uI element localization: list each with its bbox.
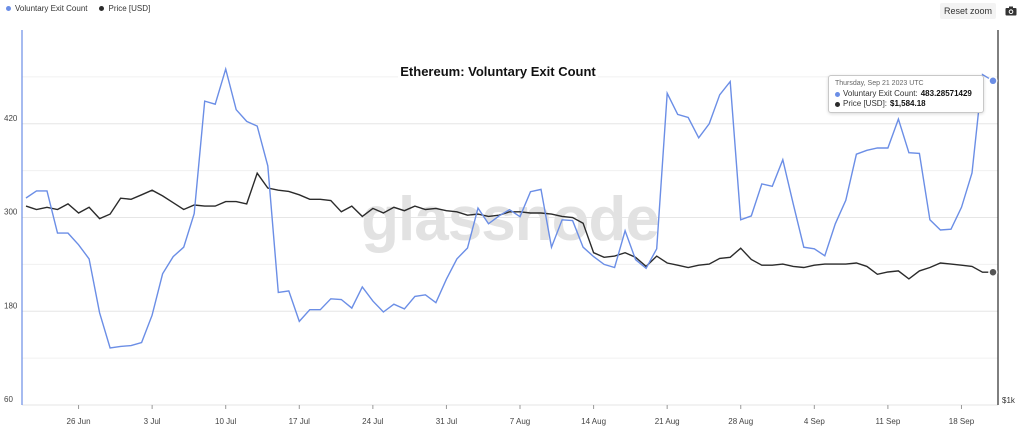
- y-axis-ticks: 60 180 300 420: [4, 114, 18, 404]
- x-tick-label: 7 Aug: [510, 417, 530, 426]
- tooltip-row-price: Price [USD]: $1,584.18: [835, 99, 977, 109]
- x-tick-label: 14 Aug: [581, 417, 606, 426]
- tooltip-label-price: Price [USD]:: [843, 99, 888, 108]
- watermark: glassnode: [361, 185, 659, 254]
- price-hover-marker: [988, 267, 998, 277]
- y-tick-label: 300: [4, 208, 18, 217]
- legend-label-exit-count: Voluntary Exit Count: [15, 4, 88, 13]
- tooltip-marker-price: [835, 101, 840, 107]
- x-tick-label: 18 Sep: [949, 417, 975, 426]
- x-axis-ticks: 26 Jun 3 Jul 10 Jul 17 Jul 24 Jul 31 Jul 7 Aug…: [67, 405, 975, 426]
- price-series-line: [25, 171, 993, 280]
- x-tick-label: 11 Sep: [876, 417, 901, 426]
- x-tick-label: 10 Jul: [215, 417, 237, 426]
- x-tick-label: 4 Sep: [804, 417, 825, 426]
- legend-item-exit-count[interactable]: Voluntary Exit Count: [6, 4, 87, 13]
- x-tick-label: 17 Jul: [289, 417, 311, 426]
- tooltip-row-exit-count: Voluntary Exit Count: 483.28571429: [835, 89, 977, 99]
- y-tick-label: 60: [4, 395, 13, 404]
- legend-item-price[interactable]: Price [USD]: [99, 4, 150, 13]
- hover-markers: [988, 76, 998, 277]
- tooltip-label-exit-count: Voluntary Exit Count:: [843, 89, 918, 98]
- camera-icon[interactable]: [1003, 3, 1019, 19]
- reset-zoom-button[interactable]: Reset zoom: [940, 3, 996, 19]
- legend-marker-price: [99, 6, 105, 11]
- x-tick-label: 3 Jul: [144, 417, 161, 426]
- tooltip-value-price: $1,584.18: [890, 99, 926, 108]
- x-tick-label: 24 Jul: [362, 417, 384, 426]
- x-tick-label: 26 Jun: [67, 417, 91, 426]
- y-tick-label: 180: [4, 301, 18, 310]
- exit-count-hover-marker: [988, 76, 998, 86]
- y-right-tick-label: $1k: [1002, 396, 1016, 405]
- chart-title: Ethereum: Voluntary Exit Count: [398, 59, 598, 83]
- exit-count-series-line: [25, 66, 994, 349]
- x-tick-label: 28 Aug: [728, 417, 753, 426]
- legend-label-price: Price [USD]: [108, 4, 151, 13]
- x-tick-label: 31 Jul: [436, 417, 458, 426]
- tooltip-marker-exit-count: [835, 91, 840, 97]
- y-tick-label: 420: [4, 114, 18, 123]
- legend-marker-exit-count: [6, 6, 11, 11]
- x-tick-label: 21 Aug: [655, 417, 680, 426]
- chart-tooltip: Thursday, Sep 21 2023 UTC Voluntary Exit…: [828, 75, 984, 113]
- tooltip-date: Thursday, Sep 21 2023 UTC: [835, 80, 924, 87]
- chart-legend: Voluntary Exit Count Price [USD]: [6, 4, 150, 13]
- tooltip-value-exit-count: 483.28571429: [920, 89, 972, 98]
